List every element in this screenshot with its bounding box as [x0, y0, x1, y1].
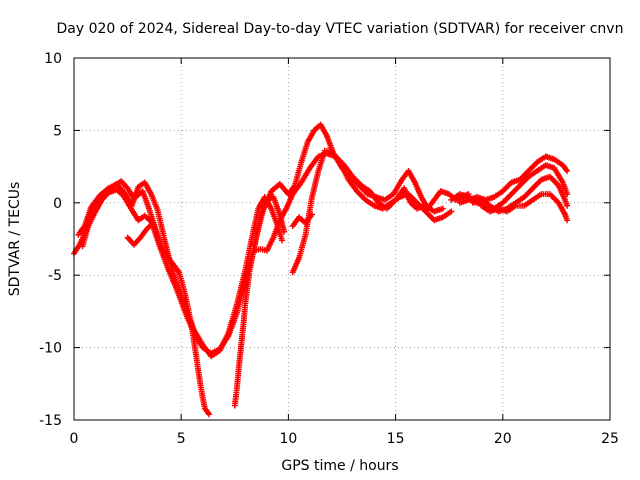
- satellite-track-4: [124, 220, 163, 248]
- data-point: [309, 211, 315, 218]
- x-tick-label: 5: [177, 431, 186, 447]
- satellite-track-12: [478, 191, 571, 224]
- grid: [74, 58, 610, 420]
- satellite-track-3: [79, 178, 213, 418]
- satellite-track-2: [75, 179, 285, 360]
- x-tick-label: 10: [279, 431, 297, 447]
- x-tick-label: 15: [387, 431, 405, 447]
- data-series: [71, 121, 571, 418]
- axis-ticks: 0 5 10 15 20 25 -15 -10 -5 0 5 10: [39, 51, 619, 447]
- y-tick-label: 5: [53, 123, 62, 139]
- y-tick-label: -5: [48, 268, 62, 284]
- x-tick-label: 20: [494, 431, 512, 447]
- y-tick-label: -10: [39, 341, 62, 357]
- data-point: [439, 205, 446, 212]
- data-point: [564, 202, 571, 209]
- satellite-track-9: [456, 153, 571, 206]
- plot-frame: [73, 57, 611, 421]
- satellite-track-7: [289, 147, 455, 276]
- data-point: [156, 240, 163, 247]
- y-tick-label: 10: [44, 51, 62, 67]
- y-tick-label: -15: [39, 413, 62, 429]
- y-tick-label: 0: [53, 196, 62, 212]
- x-tick-label: 25: [601, 431, 619, 447]
- y-axis-label: SDTVAR / TECUs: [7, 182, 23, 297]
- data-point: [448, 208, 455, 215]
- x-axis-label: GPS time / hours: [281, 458, 398, 474]
- data-point: [279, 237, 285, 244]
- data-point: [206, 411, 213, 418]
- satellite-track-5: [231, 121, 472, 409]
- data-point: [564, 217, 571, 224]
- chart-title: Day 020 of 2024, Sidereal Day-to-day VTE…: [57, 21, 624, 37]
- x-tick-label: 0: [70, 431, 79, 447]
- data-point: [564, 167, 571, 174]
- satellite-track-8: [289, 211, 315, 229]
